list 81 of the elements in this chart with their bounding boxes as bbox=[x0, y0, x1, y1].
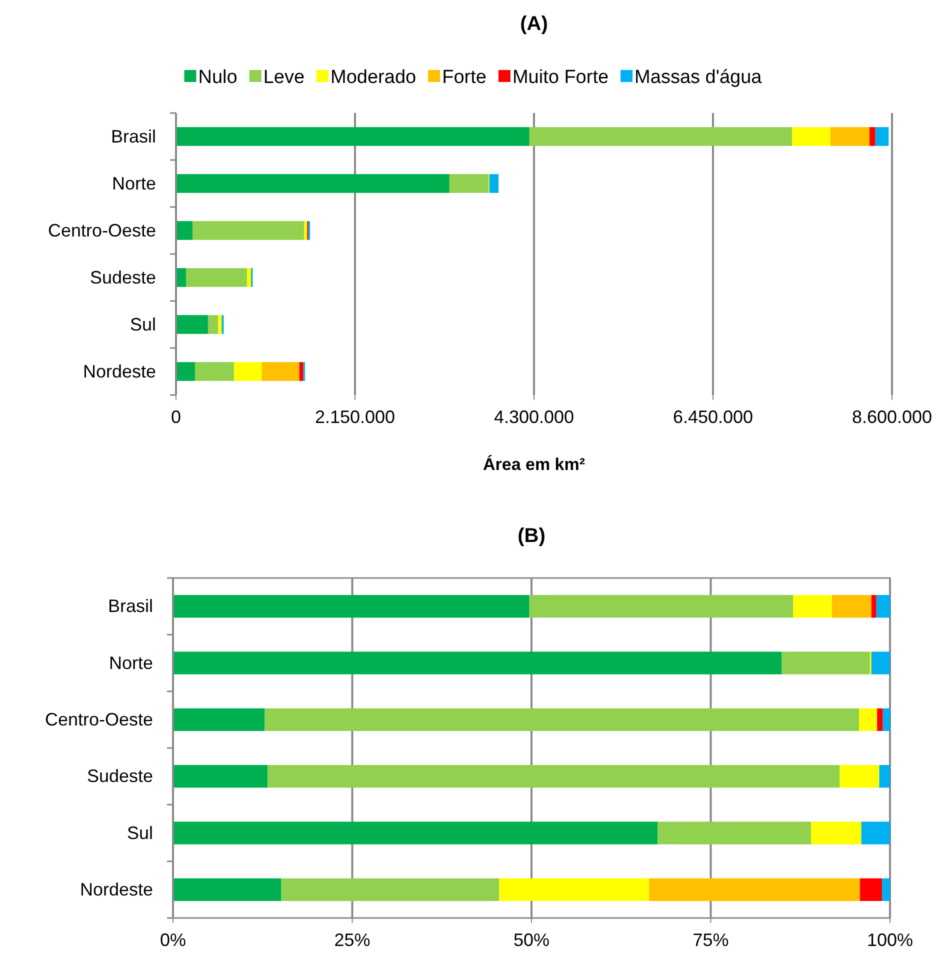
bar bbox=[173, 708, 265, 731]
bar bbox=[529, 595, 794, 618]
x-tick-label: 0 bbox=[170, 406, 182, 427]
x-tick-label: 8.600.000 bbox=[852, 406, 932, 427]
y-tick-label: Centro-Oeste bbox=[44, 709, 153, 730]
chart-title: (A) bbox=[520, 13, 548, 35]
bar bbox=[489, 174, 499, 193]
y-tick-label: Nordeste bbox=[80, 879, 153, 900]
legend-label: Muito Forte bbox=[512, 67, 609, 88]
bar bbox=[832, 595, 872, 618]
bar bbox=[860, 878, 882, 901]
bar bbox=[186, 268, 248, 287]
bar bbox=[234, 362, 262, 381]
legend-label: Massas d'água bbox=[634, 67, 762, 88]
bar bbox=[176, 315, 208, 334]
bar bbox=[299, 362, 304, 381]
bar bbox=[879, 765, 890, 788]
x-tick-label: 4.300.000 bbox=[494, 406, 574, 427]
x-tick-label: 0% bbox=[160, 930, 186, 950]
bar bbox=[871, 595, 876, 618]
bar bbox=[173, 652, 782, 674]
bar bbox=[208, 315, 218, 334]
bar bbox=[861, 822, 890, 844]
bar bbox=[268, 765, 840, 788]
legend-label: Moderado bbox=[330, 67, 416, 88]
bar bbox=[173, 822, 658, 844]
bar bbox=[529, 127, 792, 146]
legend-label: Forte bbox=[442, 67, 486, 88]
x-axis-title: Área em km² bbox=[482, 454, 586, 474]
bar bbox=[649, 878, 860, 901]
x-tick-label: 6.450.000 bbox=[672, 406, 754, 427]
bar bbox=[811, 822, 862, 844]
bar bbox=[194, 362, 234, 381]
bar bbox=[877, 708, 883, 731]
bar bbox=[875, 127, 889, 146]
bar bbox=[658, 822, 812, 844]
chart-title: (B) bbox=[518, 525, 546, 547]
legend-label: Nulo bbox=[198, 67, 238, 88]
x-tick-label: 100% bbox=[866, 930, 914, 950]
bar bbox=[176, 174, 450, 193]
bar bbox=[192, 221, 304, 240]
x-tick-label: 50% bbox=[513, 930, 550, 950]
x-tick-label: 25% bbox=[334, 930, 370, 950]
bar bbox=[871, 652, 890, 674]
bar bbox=[840, 765, 880, 788]
bar bbox=[176, 127, 530, 146]
bar bbox=[176, 268, 186, 287]
y-tick-label: Sul bbox=[130, 314, 156, 334]
y-tick-label: Norte bbox=[108, 652, 153, 673]
bar bbox=[247, 268, 252, 287]
bar bbox=[782, 652, 870, 674]
y-tick-label: Brasil bbox=[110, 126, 156, 146]
bar bbox=[264, 708, 860, 731]
y-tick-label: Centro-Oeste bbox=[48, 220, 156, 240]
x-tick-label: 2.150.000 bbox=[314, 406, 396, 427]
bar bbox=[499, 878, 650, 901]
bar bbox=[870, 127, 876, 146]
y-tick-label: Norte bbox=[112, 173, 156, 194]
bar bbox=[859, 708, 878, 731]
x-tick-label: 75% bbox=[692, 930, 729, 950]
bar bbox=[876, 595, 890, 618]
bar bbox=[449, 174, 489, 193]
y-tick-label: Sudeste bbox=[86, 766, 153, 786]
bar bbox=[173, 765, 268, 788]
bar bbox=[281, 878, 500, 901]
bar bbox=[792, 127, 830, 146]
y-tick-label: Nordeste bbox=[82, 361, 156, 382]
legend-label: Leve bbox=[263, 67, 305, 88]
bar bbox=[218, 315, 222, 334]
bar bbox=[173, 595, 530, 618]
bar bbox=[882, 708, 890, 731]
bar bbox=[176, 362, 195, 381]
y-tick-label: Sul bbox=[126, 822, 153, 843]
bar bbox=[262, 362, 300, 381]
bar bbox=[882, 878, 890, 901]
bar bbox=[830, 127, 870, 146]
y-tick-label: Brasil bbox=[108, 596, 153, 616]
bar bbox=[173, 878, 282, 901]
y-tick-label: Sudeste bbox=[90, 267, 156, 288]
bar bbox=[176, 221, 192, 240]
bar bbox=[793, 595, 832, 618]
